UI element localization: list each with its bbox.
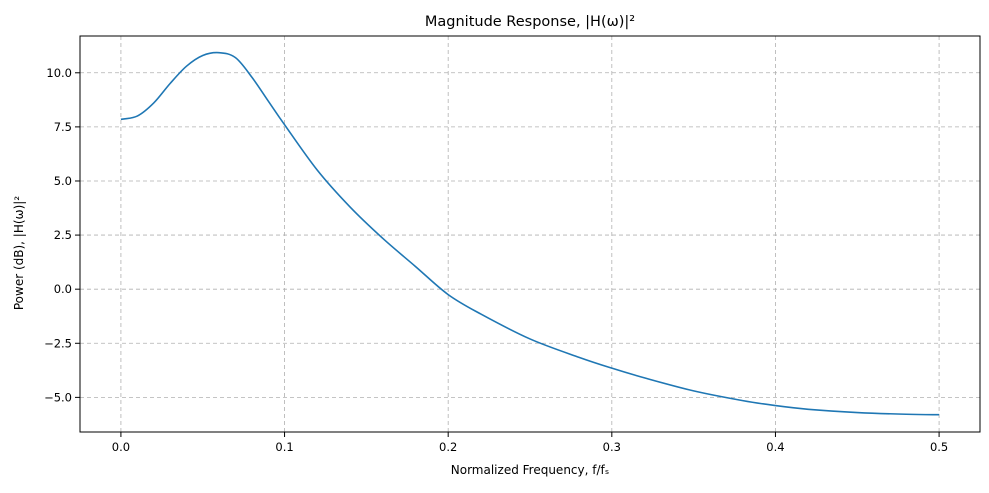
x-axis-ticks: 0.0 0.1 0.2 0.3 0.4 0.5	[112, 432, 948, 454]
x-tick-label: 0.3	[603, 440, 621, 454]
grid	[80, 36, 980, 432]
y-tick-label: 5.0	[54, 174, 72, 188]
series-line	[120, 51, 940, 416]
plot-line	[120, 51, 940, 416]
y-axis-label: Power (dB), |H(ω)|²	[12, 196, 26, 310]
y-tick-label: −5.0	[44, 390, 72, 404]
x-tick-label: 0.0	[112, 440, 130, 454]
x-tick-label: 0.4	[766, 440, 784, 454]
y-axis-ticks: −5.0 −2.5 0.0 2.5 5.0 7.5 10.0	[44, 66, 80, 404]
y-tick-label: 10.0	[46, 66, 72, 80]
x-tick-label: 0.2	[439, 440, 457, 454]
x-axis-label: Normalized Frequency, f/fₛ	[451, 463, 609, 477]
y-tick-label: 7.5	[54, 120, 72, 134]
x-tick-label: 0.5	[930, 440, 948, 454]
y-tick-label: −2.5	[44, 336, 72, 350]
chart-title: Magnitude Response, |H(ω)|²	[425, 14, 635, 30]
y-tick-label: 0.0	[54, 282, 72, 296]
x-tick-label: 0.1	[275, 440, 293, 454]
y-tick-label: 2.5	[54, 228, 72, 242]
plot-frame	[79, 35, 981, 433]
